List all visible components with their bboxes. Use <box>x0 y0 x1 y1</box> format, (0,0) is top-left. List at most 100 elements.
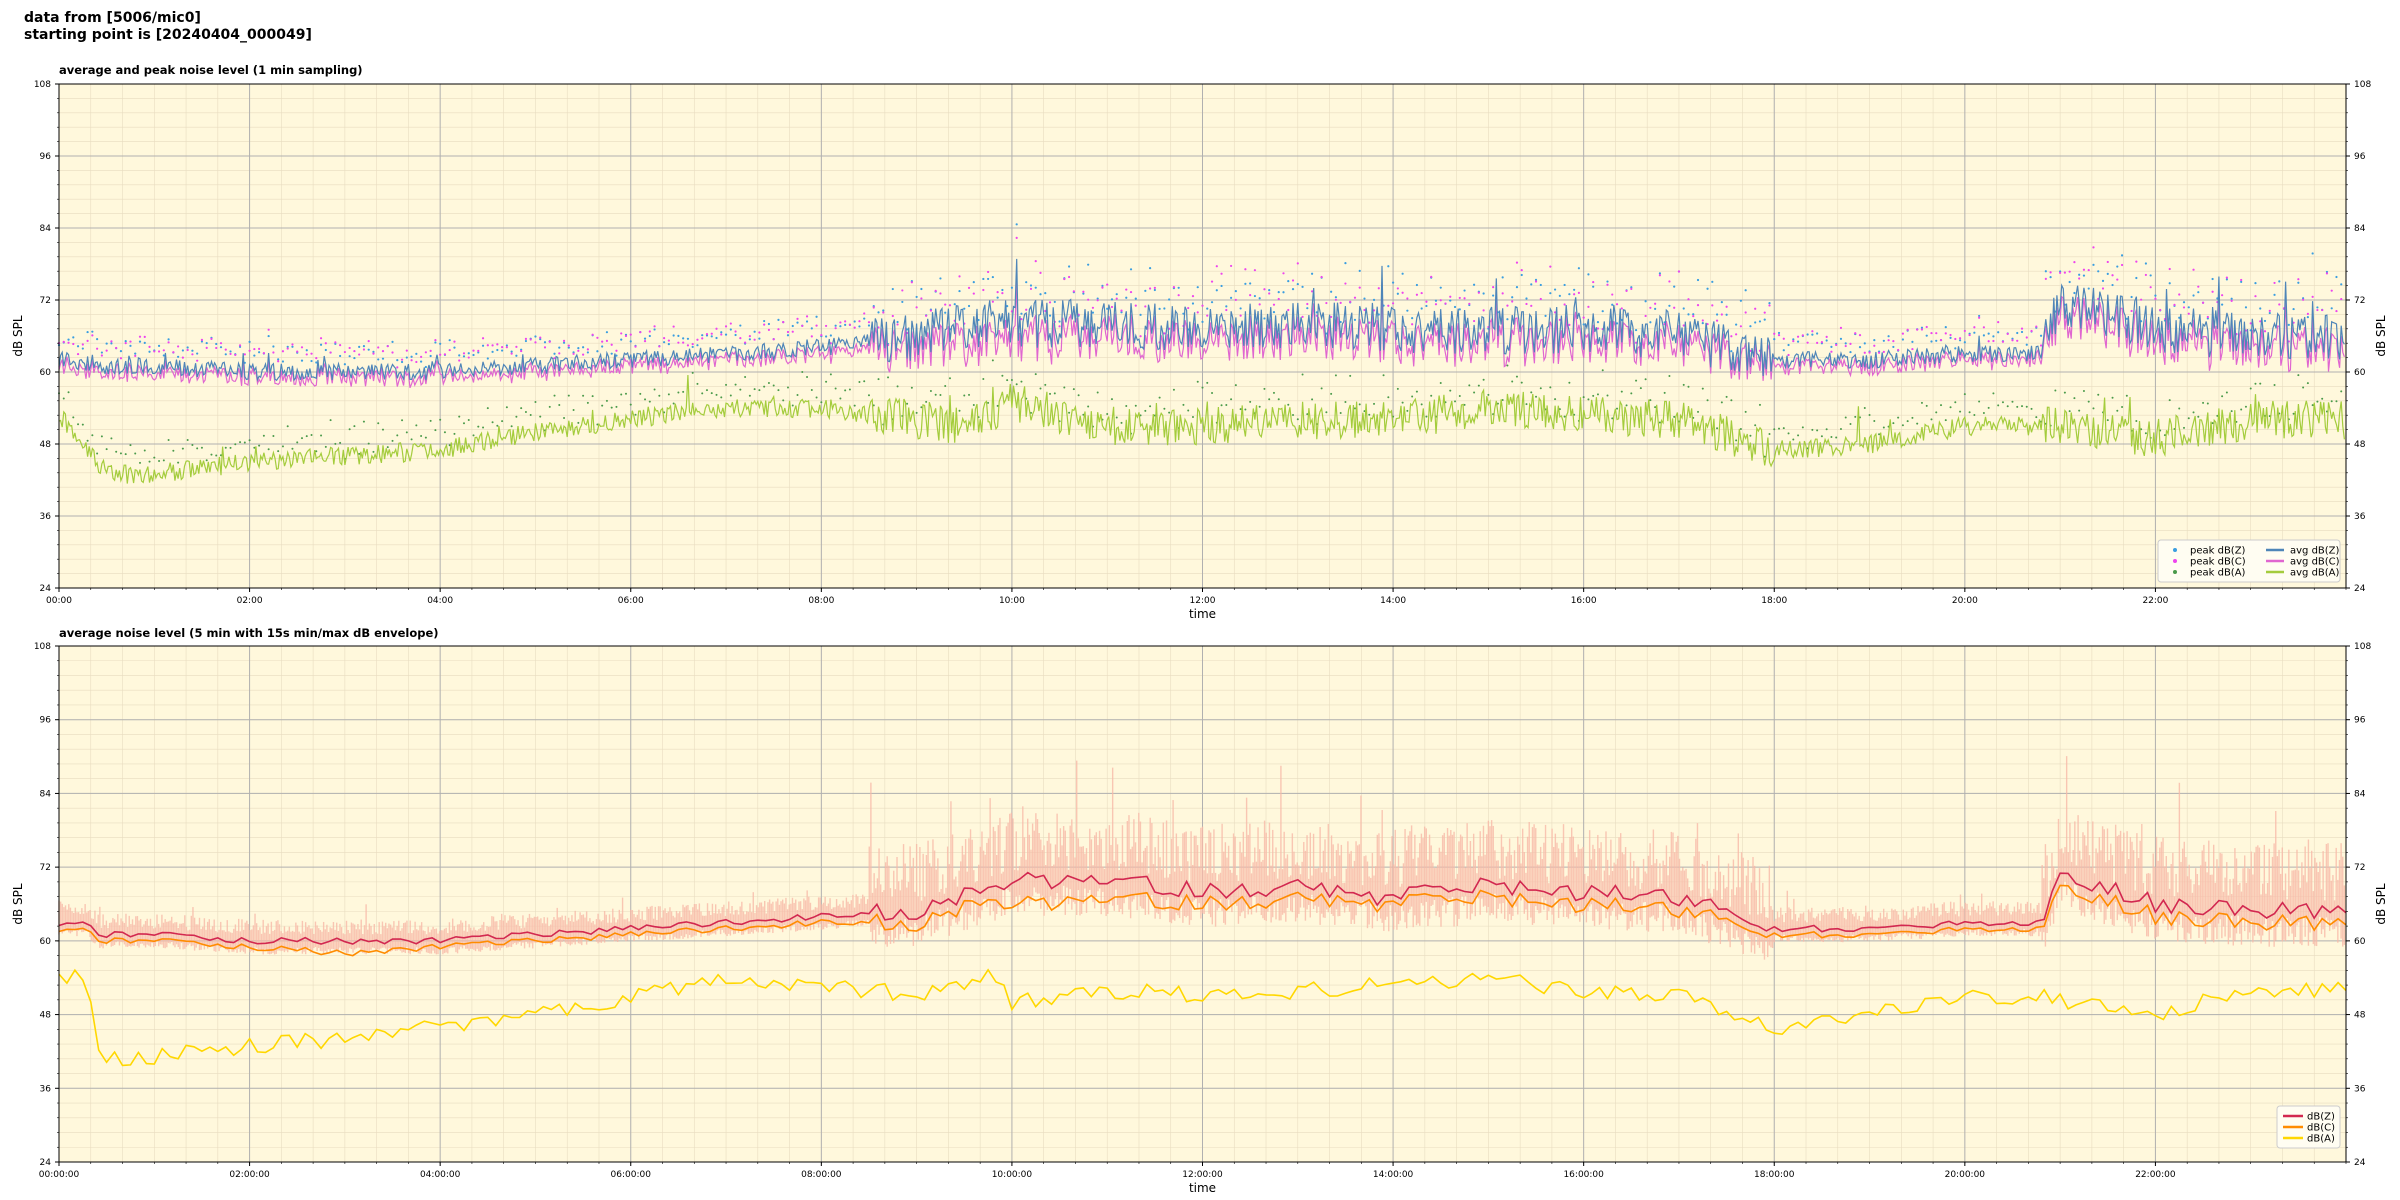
peak-dba-point <box>429 419 432 422</box>
peak-dbc-point <box>1673 306 1676 309</box>
peak-dbz-point <box>1930 340 1933 343</box>
peak-dbz-point <box>424 365 427 369</box>
x-tick-label: 22:00 <box>2142 596 2168 606</box>
peak-dba-point <box>2159 429 2162 432</box>
peak-dbz-point <box>210 336 213 339</box>
peak-dbz-point <box>2025 343 2028 346</box>
peak-dbz-point <box>115 347 118 350</box>
peak-dbc-point <box>801 324 804 327</box>
peak-dbz-point <box>586 351 589 354</box>
peak-dbc-point <box>2187 312 2190 315</box>
peak-dbz-point <box>1287 280 1290 283</box>
peak-dbz-point <box>319 343 323 346</box>
peak-dbc-point <box>858 320 861 323</box>
peak-dba-point <box>2335 400 2338 403</box>
peak-dba-point <box>1973 414 1976 417</box>
peak-dbz-point <box>305 349 308 352</box>
peak-dbc-point <box>2335 309 2338 313</box>
peak-dbz-point <box>448 339 451 342</box>
peak-dbc-point <box>2273 281 2276 285</box>
peak-dbc-point <box>1582 316 1585 319</box>
peak-dbc-point <box>96 347 99 350</box>
peak-dbc-point <box>1768 304 1771 307</box>
peak-dba-point <box>1363 410 1366 413</box>
peak-dbc-point <box>1039 271 1042 274</box>
peak-dba-point <box>1959 410 1962 413</box>
peak-dba-point <box>705 389 708 392</box>
peak-dbz-point <box>572 351 575 354</box>
peak-dbc-point <box>1449 295 1452 298</box>
peak-dbz-point <box>1072 291 1075 294</box>
peak-dba-point <box>86 439 89 442</box>
peak-dba-point <box>2082 390 2085 393</box>
peak-dbc-point <box>372 352 375 355</box>
peak-dbc-point <box>1215 265 1218 268</box>
peak-dbc-point <box>1754 307 1757 310</box>
peak-dbz-point <box>262 352 265 355</box>
peak-dbc-point <box>1782 337 1785 340</box>
peak-dba-point <box>496 424 499 427</box>
peak-dba-point <box>1535 395 1538 398</box>
peak-dbz-point <box>310 359 313 363</box>
x-tick-label: 02:00 <box>237 596 263 606</box>
peak-dbc-point <box>1882 350 1885 354</box>
peak-dba-point <box>1492 413 1495 416</box>
peak-dba-point <box>58 392 60 395</box>
y-tick-label-left: 72 <box>40 863 51 873</box>
peak-dba-point <box>1220 404 1223 407</box>
peak-dbc-point <box>1120 309 1123 312</box>
peak-dba-point <box>648 400 651 403</box>
peak-dbc-point <box>1044 309 1047 313</box>
peak-dbz-point <box>248 340 251 343</box>
peak-dbc-point <box>2039 344 2043 347</box>
peak-dbc-point <box>1168 327 1171 330</box>
peak-dba-point <box>1420 403 1423 406</box>
peak-dbc-point <box>2182 306 2186 309</box>
peak-dbz-point <box>524 339 528 343</box>
peak-dbz-point <box>967 304 971 308</box>
peak-dba-point <box>667 393 670 396</box>
peak-dbz-point <box>824 335 828 338</box>
peak-dba-point <box>138 461 141 464</box>
x-tick-label: 10:00 <box>999 596 1025 606</box>
peak-dbz-point <box>1210 301 1214 304</box>
peak-dba-point <box>1758 403 1761 406</box>
peak-dbz-point <box>2182 301 2186 304</box>
y-tick-label-left: 72 <box>40 296 51 306</box>
peak-dbc-point <box>1163 332 1166 335</box>
peak-dbc-point <box>1835 343 1838 347</box>
peak-dbc-point <box>2154 297 2157 300</box>
peak-dbc-point <box>1668 280 1671 283</box>
peak-dbz-point <box>724 333 728 336</box>
peak-dbc-point <box>891 314 894 318</box>
peak-dbz-point <box>2159 309 2162 312</box>
peak-dbc-point <box>1573 293 1576 296</box>
peak-dba-point <box>1930 418 1933 421</box>
peak-dbc-point <box>2054 321 2057 325</box>
peak-dbc-point <box>1353 296 1357 299</box>
peak-dbz-point <box>744 342 747 345</box>
peak-dbz-point <box>1954 347 1957 350</box>
peak-dbz-point <box>996 296 999 299</box>
peak-dbz-point <box>1330 290 1333 293</box>
peak-dbz-point <box>1925 334 1928 337</box>
peak-dbc-point <box>219 342 223 345</box>
peak-dba-point <box>277 450 280 453</box>
peak-dba-point <box>1053 392 1056 395</box>
peak-dbz-point <box>110 342 113 345</box>
peak-dbz-point <box>1182 312 1185 315</box>
peak-dbz-point <box>839 325 842 328</box>
peak-dbz-point <box>605 331 609 334</box>
peak-dbz-point <box>1148 267 1152 270</box>
peak-dbc-point <box>534 341 537 344</box>
peak-dba-point <box>1797 434 1800 437</box>
peak-dba-point <box>1325 411 1328 414</box>
peak-dbc-point <box>505 346 508 349</box>
peak-dbc-point <box>1482 309 1485 312</box>
peak-dba-point <box>1549 386 1552 389</box>
peak-dbc-point <box>2287 340 2290 343</box>
peak-dba-point <box>1968 411 1971 414</box>
peak-dba-point <box>1330 392 1333 395</box>
peak-dba-point <box>2125 394 2128 397</box>
peak-dba-point <box>624 392 627 395</box>
